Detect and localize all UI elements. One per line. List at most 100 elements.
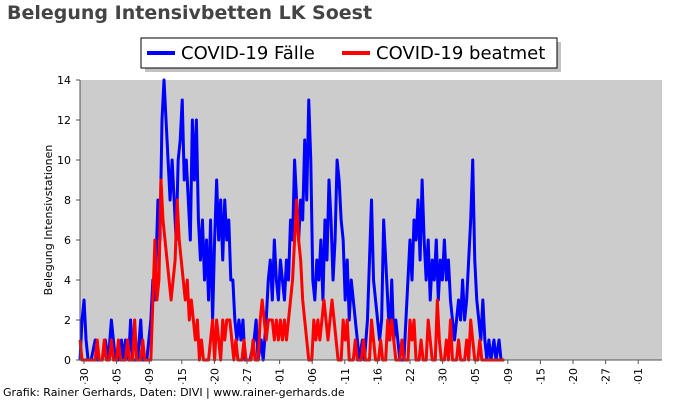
series-1-point-40 <box>184 299 187 301</box>
series-0-point-19 <box>129 319 132 321</box>
series-0-point-140 <box>390 279 393 281</box>
series-0-point-90 <box>287 279 290 281</box>
series-0-point-101 <box>309 159 312 161</box>
series-0-point-128 <box>366 319 369 321</box>
series-1-point-73 <box>261 299 263 301</box>
series-1-point-138 <box>409 319 411 321</box>
y-tick-label-7: 14 <box>57 74 71 87</box>
series-1-point-74 <box>263 319 266 321</box>
series-0-point-88 <box>283 299 286 301</box>
series-0-point-191 <box>498 339 500 341</box>
series-0-point-108 <box>324 219 326 221</box>
series-0-point-149 <box>411 279 413 281</box>
series-0-point-113 <box>334 239 336 241</box>
series-0-point-161 <box>435 239 438 241</box>
series-0-point-62 <box>223 199 226 201</box>
series-0-point-177 <box>467 259 470 261</box>
series-0-point-81 <box>269 259 272 261</box>
series-1-point-75 <box>265 339 268 341</box>
series-1-point-72 <box>259 319 261 321</box>
series-0-point-157 <box>427 239 429 241</box>
series-1-point-90 <box>297 239 300 241</box>
series-0-point-17 <box>124 339 127 341</box>
series-1-point-27 <box>158 279 160 281</box>
series-1-point-106 <box>331 299 333 301</box>
series-0-point-110 <box>328 179 330 181</box>
series-0-point-156 <box>425 279 427 281</box>
series-1-point-84 <box>285 339 288 341</box>
series-0-point-91 <box>289 219 292 221</box>
series-0-point-187 <box>488 339 490 341</box>
series-1-point-45 <box>194 339 197 341</box>
series-1-point-76 <box>267 319 270 321</box>
series-0-point-103 <box>314 299 316 301</box>
series-0-point-87 <box>281 279 284 281</box>
y-tick-label-5: 10 <box>57 154 71 167</box>
series-1-point-44 <box>192 319 195 321</box>
y-ticks: 0 2 4 6 8 10 12 14 <box>57 74 80 367</box>
series-0-point-70 <box>240 339 242 341</box>
series-0-point-45 <box>189 239 192 241</box>
series-0-point-102 <box>312 279 314 281</box>
series-0-point-106 <box>320 239 322 241</box>
series-1-point-34 <box>172 279 174 281</box>
series-1-point-97 <box>313 319 315 321</box>
series-1-point-107 <box>333 319 335 321</box>
series-1-point-12 <box>117 339 120 341</box>
series-1-point-147 <box>429 339 432 341</box>
series-0-point-121 <box>350 279 353 281</box>
series-0-point-85 <box>277 299 280 301</box>
series-1-point-131 <box>390 319 393 321</box>
series-0-point-167 <box>447 259 450 261</box>
series-0-point-132 <box>374 299 377 301</box>
series-0-point-15 <box>120 339 123 341</box>
series-1-point-92 <box>301 299 304 301</box>
series-1-point-21 <box>141 339 144 341</box>
series-1-point-6 <box>103 339 106 341</box>
series-0-point-51 <box>201 219 204 221</box>
series-1-point-151 <box>438 339 441 341</box>
series-0-point-152 <box>417 199 419 201</box>
y-tick-label-2: 4 <box>64 274 71 287</box>
series-1-point-3 <box>96 339 99 341</box>
series-0-point-77 <box>260 339 262 341</box>
series-0-point-155 <box>423 239 425 241</box>
series-1-point-150 <box>436 299 439 301</box>
series-0-point-129 <box>368 259 371 261</box>
series-1-point-83 <box>283 319 286 321</box>
series-0-point-35 <box>169 199 171 201</box>
series-1-point-135 <box>401 339 403 341</box>
series-1-point-104 <box>327 339 329 341</box>
series-1-point-37 <box>178 239 180 241</box>
series-0-point-55 <box>209 219 212 221</box>
series-0-point-54 <box>207 299 210 301</box>
series-0-point-100 <box>307 99 310 101</box>
series-0-point-173 <box>459 319 462 321</box>
series-1-point-52 <box>211 319 214 321</box>
series-0-point-172 <box>457 299 460 301</box>
series-0-point-1 <box>81 319 83 321</box>
series-1-point-66 <box>243 339 245 341</box>
series-0-point-124 <box>356 339 359 341</box>
series-1-point-119 <box>362 339 365 341</box>
series-1-point-77 <box>271 319 274 321</box>
series-0-point-160 <box>433 279 436 281</box>
series-0-point-142 <box>395 319 397 321</box>
series-0-point-111 <box>330 219 332 221</box>
series-0-point-189 <box>493 339 495 341</box>
series-0-point-46 <box>191 119 194 121</box>
series-1-point-98 <box>315 339 317 341</box>
series-1-point-165 <box>471 339 474 341</box>
series-0-point-169 <box>451 319 454 321</box>
series-0-point-185 <box>484 339 486 341</box>
series-0-point-29 <box>157 199 159 201</box>
series-0-point-48 <box>195 119 198 121</box>
series-0-point-86 <box>279 259 282 261</box>
series-0-point-116 <box>340 219 342 221</box>
series-1-point-31 <box>166 259 168 261</box>
series-0-point-143 <box>397 339 399 341</box>
series-0-point-71 <box>242 319 244 321</box>
series-0-point-25 <box>148 339 150 341</box>
series-1-point-102 <box>323 299 325 301</box>
series-0-point-32 <box>163 79 165 81</box>
